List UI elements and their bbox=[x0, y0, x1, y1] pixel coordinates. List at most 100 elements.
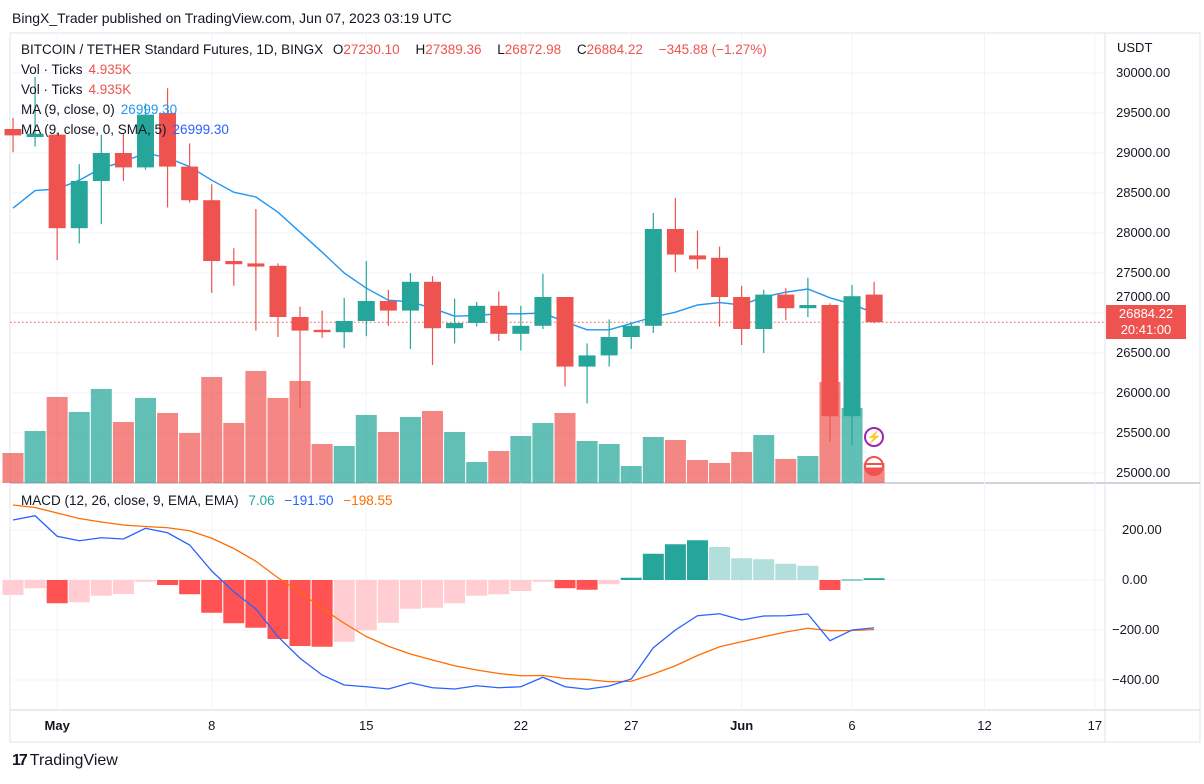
macd-histogram-bar bbox=[311, 580, 333, 647]
macd-histogram-bar bbox=[46, 580, 68, 604]
candle-body bbox=[578, 355, 596, 367]
macd-histogram-bar bbox=[775, 563, 797, 580]
volume-bar bbox=[201, 376, 223, 483]
macd-histogram-bar bbox=[841, 579, 863, 581]
volume-bar bbox=[112, 421, 134, 483]
open-value: 27230.10 bbox=[343, 42, 400, 57]
tradingview-logo[interactable]: 17 TradingView bbox=[12, 752, 118, 770]
candle-body bbox=[291, 317, 309, 331]
vol-value: 4.935K bbox=[88, 82, 132, 97]
candle-body bbox=[4, 129, 22, 136]
macd-legend[interactable]: MACD (12, 26, close, 9, EMA, EMA) 7.06 −… bbox=[21, 493, 399, 508]
candle-body bbox=[556, 297, 574, 367]
low-label: L bbox=[497, 42, 505, 57]
candle-body bbox=[490, 305, 508, 334]
candle-body bbox=[688, 255, 706, 260]
macd-histogram-bar bbox=[709, 547, 731, 580]
volume-bar bbox=[422, 410, 444, 483]
ma-value: 26999.30 bbox=[120, 102, 178, 117]
currency-label: USDT bbox=[1117, 40, 1153, 55]
ma-legend-1[interactable]: MA (9, close, 0) 26999.30 bbox=[21, 102, 183, 117]
symbol-legend: BITCOIN / TETHER Standard Futures, 1D, B… bbox=[21, 42, 773, 57]
volume-bar bbox=[399, 416, 421, 483]
macd-tick-label: 0.00 bbox=[1122, 572, 1148, 587]
time-tick-label: 15 bbox=[359, 718, 374, 733]
volume-bar bbox=[179, 432, 201, 483]
volume-bar bbox=[731, 451, 753, 483]
candle-body bbox=[424, 281, 442, 329]
volume-bar bbox=[377, 431, 399, 483]
candle-body bbox=[203, 200, 221, 261]
macd-histogram-bar bbox=[797, 565, 819, 580]
time-tick-label: Jun bbox=[730, 718, 754, 733]
volume-bar bbox=[753, 434, 775, 483]
candle-body bbox=[799, 305, 817, 309]
volume-bar bbox=[157, 412, 179, 483]
macd-label: MACD (12, 26, close, 9, EMA, EMA) bbox=[21, 493, 239, 508]
macd-histogram-bar bbox=[90, 580, 112, 596]
macd-histogram-bar bbox=[819, 580, 841, 590]
macd-tick-label: −200.00 bbox=[1112, 622, 1160, 637]
macd-histogram-bar bbox=[598, 580, 620, 585]
time-tick-label: 17 bbox=[1087, 718, 1103, 733]
macd-histogram-bar bbox=[399, 580, 421, 609]
time-tick-label: 27 bbox=[624, 718, 639, 733]
candle-body bbox=[821, 305, 839, 417]
ma-value: 26999.30 bbox=[172, 122, 229, 137]
candle-body bbox=[269, 265, 287, 317]
macd-line bbox=[12, 515, 875, 690]
macd-histogram-bar bbox=[134, 580, 156, 582]
volume-bar bbox=[797, 455, 819, 483]
macd-histogram-bar bbox=[554, 580, 576, 589]
candle-body bbox=[600, 337, 618, 356]
vol-legend-1[interactable]: Vol · Ticks 4.935K bbox=[21, 62, 137, 77]
candle-body bbox=[446, 323, 464, 329]
time-tick-label: 22 bbox=[513, 718, 529, 733]
candle-body bbox=[755, 294, 773, 329]
macd-histogram-bar bbox=[488, 580, 510, 595]
volume-bar bbox=[775, 458, 797, 483]
symbol-title[interactable]: BITCOIN / TETHER Standard Futures, 1D, B… bbox=[21, 42, 324, 57]
volume-bar bbox=[488, 451, 510, 483]
candle-body bbox=[114, 153, 132, 168]
volume-bar bbox=[46, 396, 68, 483]
lightning-event-icon[interactable]: ⚡ bbox=[864, 427, 884, 447]
time-tick-label: 12 bbox=[977, 718, 992, 733]
ma-legend-2[interactable]: MA (9, close, 0, SMA, 5) 26999.30 bbox=[21, 122, 235, 137]
time-tick-label: 6 bbox=[848, 718, 856, 733]
macd-signal-value: −198.55 bbox=[343, 493, 393, 508]
volume-bar bbox=[620, 465, 642, 483]
price-tick-label: 26000.00 bbox=[1116, 385, 1171, 400]
volume-bar bbox=[466, 461, 488, 483]
macd-histogram-bar bbox=[68, 580, 90, 603]
volume-bar bbox=[576, 441, 598, 483]
volume-bar bbox=[68, 411, 90, 483]
candle-body bbox=[666, 229, 684, 255]
volume-bar bbox=[664, 439, 686, 483]
volume-bar bbox=[245, 370, 267, 483]
macd-histogram-bar bbox=[2, 580, 24, 595]
candle-body bbox=[357, 301, 375, 321]
volume-bar bbox=[554, 412, 576, 483]
last-price-label: 26884.22 20:41:00 bbox=[1106, 305, 1186, 339]
candle-body bbox=[644, 229, 662, 326]
macd-histogram-bar bbox=[510, 580, 532, 591]
vol-legend-2[interactable]: Vol · Ticks 4.935K bbox=[21, 82, 137, 97]
candle-body bbox=[534, 297, 552, 326]
time-tick-label: May bbox=[44, 718, 70, 733]
last-price: 26884.22 bbox=[1118, 306, 1174, 321]
volume-bar bbox=[134, 397, 156, 483]
macd-histogram-bar bbox=[576, 580, 598, 590]
vol-label: Vol · Ticks bbox=[21, 62, 83, 77]
price-tick-label: 26500.00 bbox=[1116, 345, 1171, 360]
price-tick-label: 27000.00 bbox=[1116, 289, 1171, 304]
price-tick-label: 28500.00 bbox=[1116, 185, 1171, 200]
ma-label: MA (9, close, 0) bbox=[21, 102, 115, 117]
macd-histogram-bar bbox=[223, 580, 245, 624]
us-flag-event-icon[interactable] bbox=[864, 456, 884, 476]
bar-countdown: 20:41:00 bbox=[1120, 322, 1172, 337]
ma-line bbox=[12, 152, 875, 331]
macd-histogram-bar bbox=[112, 580, 134, 594]
high-value: 27389.36 bbox=[425, 42, 482, 57]
